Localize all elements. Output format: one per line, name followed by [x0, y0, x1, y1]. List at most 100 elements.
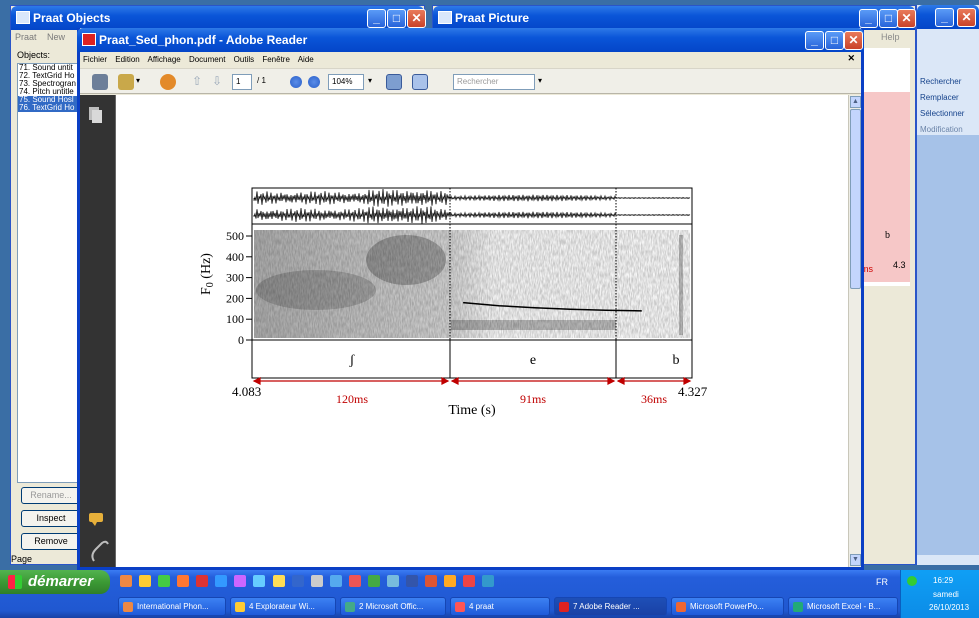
quick-launch-icon[interactable]: [196, 575, 208, 587]
start-button[interactable]: démarrer: [0, 570, 110, 594]
quick-launch-icon[interactable]: [253, 575, 265, 587]
quick-launch-icon[interactable]: [463, 575, 475, 587]
minimize-icon[interactable]: _: [805, 31, 824, 50]
page-number-input[interactable]: 1: [232, 74, 252, 90]
full-screen-icon[interactable]: [412, 74, 428, 90]
close-icon[interactable]: ✕: [844, 31, 863, 50]
y-tick-label: 400: [226, 250, 244, 264]
rename-button[interactable]: Rename...: [21, 487, 81, 504]
menu-fenetre[interactable]: Fenêtre: [262, 55, 290, 64]
language-indicator[interactable]: FR: [876, 577, 888, 587]
task-label: Microsoft Excel - B...: [807, 602, 880, 611]
zoom-in-icon[interactable]: [308, 76, 320, 88]
remove-button[interactable]: Remove: [21, 533, 81, 550]
quick-launch-icon[interactable]: [158, 575, 170, 587]
taskbar-task[interactable]: Microsoft PowerPo...: [671, 597, 784, 616]
praat-objects-titlebar[interactable]: Praat Objects _ □ ✕: [11, 6, 424, 30]
quick-launch-icon[interactable]: [482, 575, 494, 587]
reader-titlebar[interactable]: Praat_Sed_phon.pdf - Adobe Reader _ □ ✕: [77, 28, 864, 52]
close-icon[interactable]: ✕: [407, 9, 426, 28]
quick-launch-icon[interactable]: [120, 575, 132, 587]
search-input[interactable]: Rechercher: [453, 74, 535, 90]
zoom-out-icon[interactable]: [290, 76, 302, 88]
maximize-icon[interactable]: □: [387, 9, 406, 28]
menu-new[interactable]: New: [47, 32, 65, 42]
spectrogram: [254, 230, 690, 338]
zoom-field[interactable]: 104%: [328, 74, 364, 90]
office-window[interactable]: _ ✕ Rechercher Remplacer Sélectionner Mo…: [916, 5, 979, 565]
minimize-icon[interactable]: _: [859, 9, 878, 28]
quick-launch-icon[interactable]: [139, 575, 151, 587]
office-titlebar[interactable]: _ ✕: [917, 5, 979, 29]
praat-app-icon: [16, 11, 30, 24]
quick-launch-icon[interactable]: [311, 575, 323, 587]
previous-page-icon[interactable]: ⇧: [192, 74, 202, 90]
quick-launch-icon[interactable]: [234, 575, 246, 587]
quick-launch-icon[interactable]: [330, 575, 342, 587]
taskbar-task[interactable]: 7 Adobe Reader ...: [554, 597, 667, 616]
quick-launch-icon[interactable]: [349, 575, 361, 587]
zoom-dropdown-icon[interactable]: ▾: [368, 74, 372, 90]
praat-picture-titlebar[interactable]: Praat Picture _ □ ✕: [433, 6, 915, 30]
replace-button[interactable]: Remplacer: [920, 93, 959, 102]
menu-fichier[interactable]: Fichier: [83, 55, 107, 64]
maximize-icon[interactable]: □: [879, 9, 898, 28]
quick-launch-icon[interactable]: [292, 575, 304, 587]
windows-flag-icon: [8, 575, 22, 589]
quick-launch-icon[interactable]: [273, 575, 285, 587]
close-icon[interactable]: ✕: [897, 9, 916, 28]
duration-arrows: [254, 378, 690, 384]
search-dropdown-icon[interactable]: ▾: [538, 74, 542, 90]
vertical-scrollbar[interactable]: ▲ ▼: [848, 95, 861, 567]
share-dropdown-icon[interactable]: ▾: [136, 74, 140, 90]
taskbar-task[interactable]: International Phon...: [118, 597, 226, 616]
maximize-icon[interactable]: □: [825, 31, 844, 50]
object-list-item[interactable]: 76. TextGrid Ho: [18, 104, 80, 112]
fit-page-icon[interactable]: [386, 74, 402, 90]
quick-launch-icon[interactable]: [368, 575, 380, 587]
comments-icon[interactable]: [89, 513, 103, 526]
menu-help[interactable]: Help: [881, 32, 900, 42]
menu-praat[interactable]: Praat: [15, 32, 37, 42]
menu-affichage[interactable]: Affichage: [148, 55, 181, 64]
document-close-icon[interactable]: ✕: [847, 53, 855, 64]
objects-list[interactable]: 71. Sound untit 72. TextGrid Ho 73. Spectr…: [17, 63, 81, 483]
quick-launch-icon[interactable]: [444, 575, 456, 587]
menu-edition[interactable]: Edition: [115, 55, 139, 64]
scroll-up-icon[interactable]: ▲: [850, 96, 861, 108]
minimize-icon[interactable]: _: [367, 9, 386, 28]
share-icon[interactable]: [118, 74, 134, 90]
clock-time[interactable]: 16:29: [933, 576, 953, 585]
attachments-icon[interactable]: [92, 542, 108, 561]
menu-aide[interactable]: Aide: [298, 55, 314, 64]
praat-objects-title: Praat Objects: [33, 11, 110, 25]
taskbar-task[interactable]: 4 praat: [450, 597, 550, 616]
quick-launch-icon[interactable]: [215, 575, 227, 587]
pages-icon[interactable]: [89, 107, 102, 123]
taskbar-task[interactable]: 4 Explorateur Wi...: [230, 597, 336, 616]
network-icon[interactable]: [907, 576, 917, 586]
collaborate-icon[interactable]: [160, 74, 176, 90]
inspect-button[interactable]: Inspect: [21, 510, 81, 527]
print-icon[interactable]: [92, 74, 108, 90]
close-icon[interactable]: ✕: [957, 8, 976, 27]
next-page-icon[interactable]: ⇩: [212, 74, 222, 90]
taskbar-task[interactable]: Microsoft Excel - B...: [788, 597, 898, 616]
find-button[interactable]: Rechercher: [920, 77, 961, 86]
picture-end-time: 4.3: [893, 260, 906, 270]
pdf-page[interactable]: 500 400 300 200 100 0 F0 (Hz) ʃ e b 4.083 4.3…: [115, 95, 848, 567]
y-tick-label: 500: [226, 229, 244, 243]
menu-document[interactable]: Document: [189, 55, 225, 64]
menu-outils[interactable]: Outils: [234, 55, 254, 64]
taskbar-task[interactable]: 2 Microsoft Offic...: [340, 597, 446, 616]
quick-launch-icon[interactable]: [177, 575, 189, 587]
end-time: 4.327: [678, 384, 708, 399]
quick-launch-icon[interactable]: [387, 575, 399, 587]
scroll-down-icon[interactable]: ▼: [850, 554, 861, 566]
scroll-thumb[interactable]: [850, 109, 861, 289]
quick-launch-icon[interactable]: [425, 575, 437, 587]
quick-launch-icon[interactable]: [406, 575, 418, 587]
adobe-reader-window[interactable]: Praat_Sed_phon.pdf - Adobe Reader _ □ ✕ …: [77, 28, 864, 570]
minimize-icon[interactable]: _: [935, 8, 954, 27]
select-button[interactable]: Sélectionner: [920, 109, 964, 118]
